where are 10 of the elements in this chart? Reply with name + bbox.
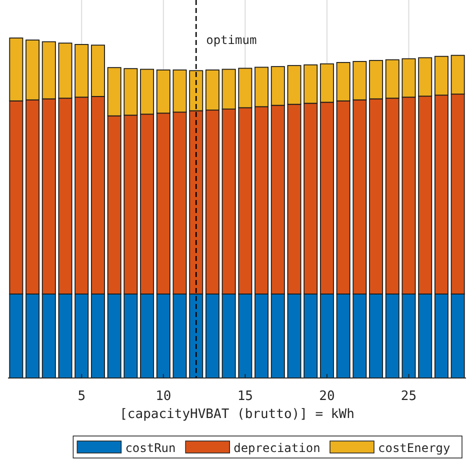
x-tick-label: 5 [78,389,86,404]
x-tick-label: 15 [237,389,254,404]
x-axis-title: [capacityHVBAT (brutto)] = kWh [120,407,354,422]
x-tick-label: 25 [400,389,417,404]
x-tick-label: 10 [156,389,172,404]
x-tick-label: 20 [319,389,335,404]
legend-label: costRun [125,441,176,455]
legend-label: depreciation [234,441,320,455]
legend-label: costEnergy [378,441,450,455]
ref-line-label: optimum [206,33,257,47]
